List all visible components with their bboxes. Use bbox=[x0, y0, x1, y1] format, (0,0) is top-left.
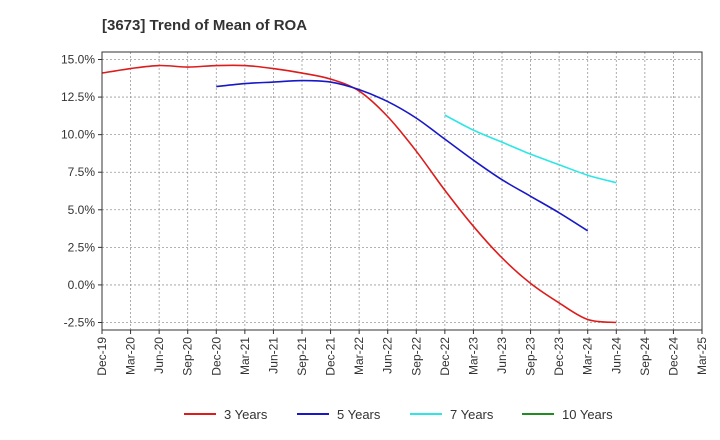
x-tick-label: Jun-20 bbox=[152, 337, 166, 374]
series-line-7-years bbox=[444, 114, 617, 184]
y-tick-label: -2.5% bbox=[64, 315, 96, 329]
y-tick-label: 15.0% bbox=[61, 53, 95, 67]
y-tick-label: 12.5% bbox=[61, 90, 95, 104]
series-lines bbox=[101, 64, 617, 324]
x-tick-label: Dec-19 bbox=[95, 337, 109, 376]
x-tick-label: Sep-23 bbox=[524, 337, 538, 376]
x-tick-label: Jun-23 bbox=[495, 337, 509, 374]
x-tick-label: Jun-22 bbox=[381, 337, 395, 374]
legend: 3 Years 5 Years 7 Years 10 Years bbox=[184, 407, 613, 422]
plot-frame bbox=[101, 51, 703, 331]
y-tick-label: 7.5% bbox=[68, 165, 96, 179]
series-line-3-years bbox=[101, 64, 617, 324]
x-tick-label: Mar-24 bbox=[581, 337, 595, 375]
x-tick-label: Jun-24 bbox=[609, 337, 623, 374]
y-tick-label: 2.5% bbox=[68, 240, 96, 254]
x-tick-label: Mar-23 bbox=[466, 337, 480, 375]
legend-label-10-years: 10 Years bbox=[562, 407, 613, 422]
x-axis-ticks: Dec-19 Mar-20 Jun-20 Sep-20 Dec-20 Mar-21 Jun-… bbox=[95, 330, 709, 376]
legend-label-3-years: 3 Years bbox=[224, 407, 268, 422]
series-line-5-years bbox=[216, 79, 589, 232]
legend-label-7-years: 7 Years bbox=[450, 407, 494, 422]
y-tick-label: 5.0% bbox=[68, 203, 96, 217]
y-tick-label: 0.0% bbox=[68, 278, 96, 292]
x-tick-label: Sep-22 bbox=[409, 337, 423, 376]
x-tick-label: Mar-20 bbox=[124, 337, 138, 375]
chart-title: [3673] Trend of Mean of ROA bbox=[102, 17, 307, 34]
x-tick-label: Mar-22 bbox=[352, 337, 366, 375]
x-tick-label: Mar-21 bbox=[238, 337, 252, 375]
y-tick-label: 10.0% bbox=[61, 128, 95, 142]
x-tick-label: Dec-23 bbox=[552, 337, 566, 376]
x-tick-label: Dec-22 bbox=[438, 337, 452, 376]
x-tick-label: Dec-20 bbox=[209, 337, 223, 376]
y-axis-ticks: 15.0% 12.5% 10.0% 7.5% 5.0% 2.5% 0.0% -2.5% bbox=[61, 53, 102, 329]
x-tick-label: Jun-21 bbox=[266, 337, 280, 374]
legend-label-5-years: 5 Years bbox=[337, 407, 381, 422]
x-tick-label: Sep-24 bbox=[638, 337, 652, 376]
grid-lines bbox=[101, 52, 703, 330]
x-tick-label: Dec-21 bbox=[324, 337, 338, 376]
x-tick-label: Dec-24 bbox=[666, 337, 680, 376]
x-tick-label: Sep-20 bbox=[181, 337, 195, 376]
x-tick-label: Sep-21 bbox=[295, 337, 309, 376]
x-tick-label: Mar-25 bbox=[695, 337, 709, 375]
